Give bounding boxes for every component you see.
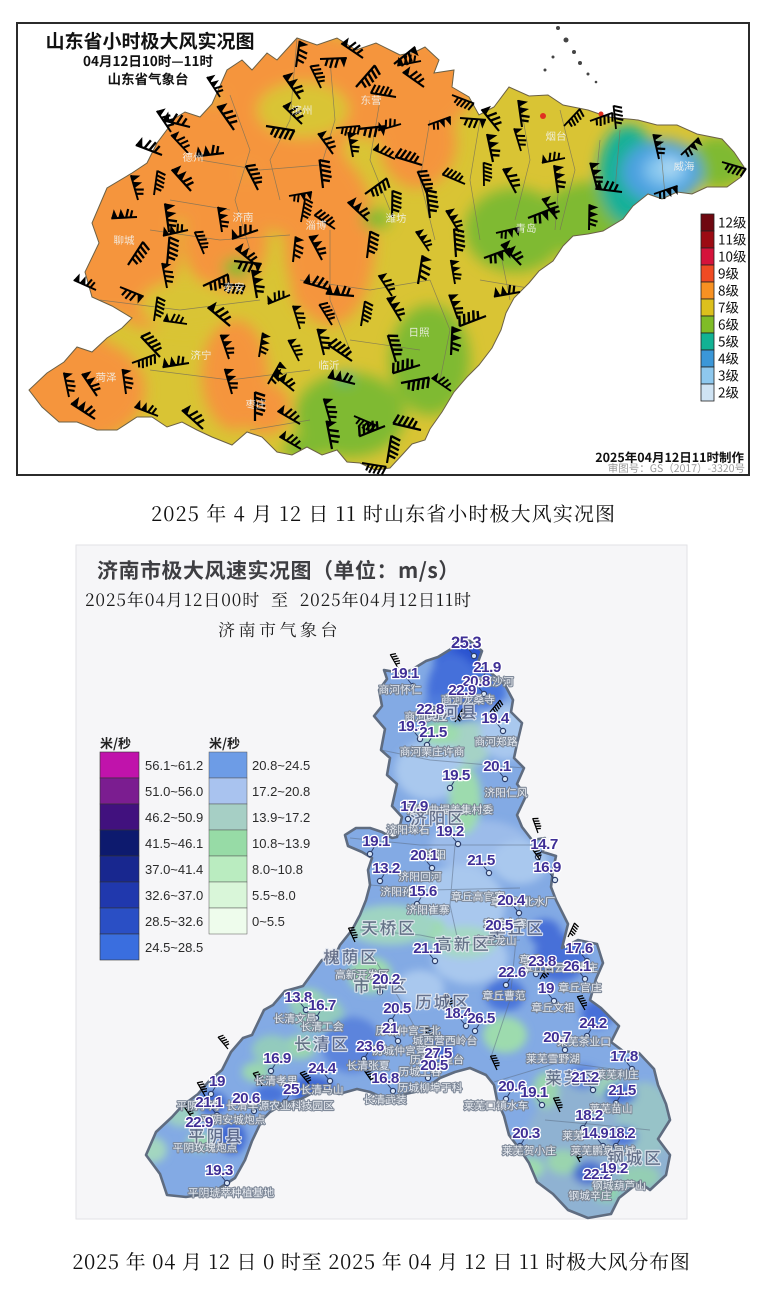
- svg-text:19.3: 19.3: [398, 718, 426, 735]
- svg-text:17.6: 17.6: [565, 940, 593, 957]
- svg-text:16.9: 16.9: [263, 1050, 291, 1067]
- svg-text:56.1~61.2: 56.1~61.2: [145, 758, 203, 773]
- svg-text:13.8: 13.8: [284, 989, 312, 1006]
- svg-text:20.2: 20.2: [372, 971, 400, 988]
- svg-text:26.5: 26.5: [467, 1010, 496, 1027]
- svg-text:18.4: 18.4: [445, 1006, 472, 1022]
- svg-text:19: 19: [209, 1073, 225, 1090]
- svg-text:19.5: 19.5: [442, 767, 471, 784]
- svg-text:17.9: 17.9: [400, 798, 428, 815]
- svg-text:24.2: 24.2: [579, 1015, 607, 1032]
- svg-text:14.9: 14.9: [582, 1126, 609, 1142]
- svg-text:28.5~32.6: 28.5~32.6: [145, 914, 203, 929]
- svg-text:19.1: 19.1: [362, 833, 391, 850]
- svg-text:21.5: 21.5: [419, 724, 448, 741]
- svg-text:5.5~8.0: 5.5~8.0: [252, 888, 296, 903]
- svg-text:23.6: 23.6: [356, 1038, 384, 1055]
- svg-text:23.8: 23.8: [528, 953, 556, 970]
- svg-text:21.5: 21.5: [467, 852, 496, 869]
- svg-text:24.5~28.5: 24.5~28.5: [145, 940, 203, 955]
- svg-text:19.4: 19.4: [481, 710, 510, 727]
- svg-text:22.6: 22.6: [498, 964, 526, 981]
- svg-text:21.9: 21.9: [473, 659, 501, 676]
- svg-text:20.5: 20.5: [383, 1000, 412, 1017]
- svg-text:18.2: 18.2: [609, 1126, 636, 1142]
- svg-text:41.5~46.1: 41.5~46.1: [145, 836, 203, 851]
- svg-text:22.2: 22.2: [583, 1166, 611, 1183]
- svg-text:19.1: 19.1: [520, 1084, 549, 1101]
- svg-text:22.8: 22.8: [416, 701, 444, 718]
- svg-text:20.5: 20.5: [420, 1057, 449, 1074]
- svg-text:16.9: 16.9: [533, 859, 561, 876]
- svg-text:15.6: 15.6: [409, 883, 437, 900]
- svg-text:24.4: 24.4: [308, 1060, 337, 1077]
- svg-text:19: 19: [538, 980, 554, 997]
- svg-text:20.1: 20.1: [410, 847, 439, 864]
- svg-text:21.1: 21.1: [195, 1094, 224, 1111]
- svg-text:17.2~20.8: 17.2~20.8: [252, 784, 310, 799]
- svg-text:8.0~10.8: 8.0~10.8: [252, 862, 303, 877]
- svg-text:20.7: 20.7: [543, 1029, 571, 1046]
- svg-text:14.7: 14.7: [530, 836, 558, 853]
- svg-text:19.3: 19.3: [205, 1162, 233, 1179]
- svg-text:46.2~50.9: 46.2~50.9: [145, 810, 203, 825]
- svg-text:21.2: 21.2: [571, 1069, 599, 1086]
- svg-text:32.6~37.0: 32.6~37.0: [145, 888, 203, 903]
- svg-text:20.6: 20.6: [498, 1078, 526, 1095]
- svg-text:20.3: 20.3: [512, 1125, 540, 1142]
- svg-text:16.8: 16.8: [371, 1070, 399, 1087]
- svg-text:0~5.5: 0~5.5: [252, 914, 285, 929]
- svg-text:37.0~41.4: 37.0~41.4: [145, 862, 203, 877]
- svg-text:25: 25: [283, 1081, 300, 1098]
- svg-text:21.5: 21.5: [608, 1082, 637, 1099]
- svg-text:19.2: 19.2: [600, 1160, 628, 1177]
- svg-text:17.8: 17.8: [610, 1048, 638, 1065]
- svg-text:20.5: 20.5: [485, 917, 514, 934]
- svg-text:19.2: 19.2: [436, 823, 464, 840]
- svg-text:26.1: 26.1: [563, 958, 592, 975]
- svg-text:20.8~24.5: 20.8~24.5: [252, 758, 310, 773]
- svg-text:10.8~13.9: 10.8~13.9: [252, 836, 310, 851]
- svg-text:19.1: 19.1: [391, 665, 420, 682]
- svg-text:25.3: 25.3: [451, 634, 481, 652]
- svg-text:20.8: 20.8: [462, 673, 490, 690]
- svg-text:21.1: 21.1: [413, 940, 442, 957]
- svg-text:51.0~56.0: 51.0~56.0: [145, 784, 203, 799]
- svg-text:20.4: 20.4: [497, 892, 526, 909]
- svg-text:20.1: 20.1: [483, 758, 512, 775]
- svg-text:22.9: 22.9: [185, 1114, 213, 1131]
- svg-text:22.9: 22.9: [448, 682, 476, 699]
- svg-text:21: 21: [382, 1020, 399, 1037]
- svg-text:13.2: 13.2: [372, 860, 400, 877]
- svg-text:13.9~17.2: 13.9~17.2: [252, 810, 310, 825]
- svg-text:18.2: 18.2: [575, 1107, 603, 1124]
- svg-text:20.6: 20.6: [232, 1090, 260, 1107]
- svg-text:16.7: 16.7: [308, 997, 336, 1014]
- svg-text:27.5: 27.5: [424, 1045, 453, 1062]
